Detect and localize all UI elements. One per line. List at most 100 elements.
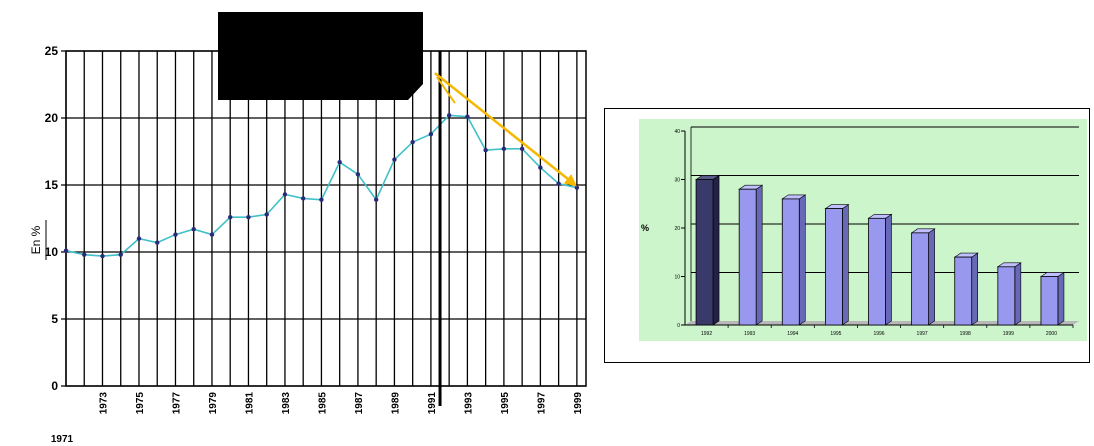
trend-arrow-tail: [436, 76, 456, 104]
bar-side: [928, 228, 935, 326]
data-point: [337, 160, 342, 165]
data-point: [173, 232, 178, 237]
bar: [997, 266, 1016, 326]
bar-chart-panel: % 0 10 20 30 40 1992 1993 1994 1995 1996 1997 1998 1…: [604, 108, 1090, 363]
bar: [868, 217, 886, 326]
trend-arrow: [434, 72, 572, 183]
x-tick-label: 1975: [135, 392, 146, 415]
bar-y-tick-label: 0: [677, 323, 680, 329]
bar: [738, 188, 757, 326]
line-chart-series: [63, 113, 580, 259]
y-tick-label: 5: [51, 312, 58, 326]
x-tick-label: 1977: [171, 392, 182, 415]
data-point: [556, 181, 561, 186]
bar-x-tick-label: 1997: [917, 331, 928, 337]
bar-y-axis-label: %: [641, 223, 649, 233]
bar: [1040, 276, 1059, 326]
bar-x-tick-label: 2000: [1046, 331, 1057, 337]
data-point: [465, 114, 470, 119]
data-point: [118, 252, 123, 257]
bar-x-tick-label: 1996: [873, 331, 884, 337]
x-tick-label: 1983: [281, 392, 292, 415]
bar-side: [1014, 262, 1022, 326]
y-axis-label-group: En %: [29, 220, 47, 260]
data-point: [392, 157, 397, 162]
data-point: [228, 214, 233, 220]
data-point: [191, 227, 196, 232]
bar-x-tick-label: 1999: [1003, 331, 1014, 337]
y-tick-label: 15: [45, 178, 59, 192]
x-tick-label: 1979: [208, 392, 219, 415]
y-tick-label: 25: [45, 44, 59, 58]
data-point: [63, 248, 69, 253]
x-tick-label: 1999: [573, 392, 584, 415]
line-chart-y-ticks: 0 5 10 15 20 25: [45, 44, 59, 393]
bar-side: [971, 252, 979, 326]
bar-side: [755, 184, 763, 326]
bar-side: [885, 213, 892, 326]
bar-x-tick-label: 1998: [960, 331, 971, 337]
line-chart-x-ticks: 1971 1973 1975 1977 1979 1981 1983 1985 1987 1989…: [51, 392, 584, 445]
x-tick-label: 1997: [536, 392, 547, 415]
bar-chart-bars: [695, 174, 1065, 326]
data-point: [446, 113, 452, 118]
data-point: [373, 197, 379, 202]
x-tick-label: 1987: [354, 392, 365, 415]
data-point: [209, 232, 215, 237]
bar-chart: % 0 10 20 30 40 1992 1993 1994 1995 1996 1997 1998 1…: [639, 119, 1087, 341]
data-point: [100, 253, 105, 259]
data-point: [282, 192, 288, 197]
data-point: [410, 139, 415, 145]
y-tick-label: 20: [45, 111, 59, 125]
bar: [824, 208, 843, 326]
data-point: [319, 197, 324, 202]
data-point: [483, 147, 488, 153]
bar-side: [798, 194, 806, 326]
bar-side: [1057, 271, 1065, 326]
trend-arrow-head: [563, 174, 577, 187]
data-point: [300, 196, 306, 201]
bar-chart-labels: 0 10 20 30 40 1992 1993 1994 1995 1996 1997 1998 199…: [674, 129, 1057, 337]
bar: [781, 198, 800, 326]
data-point: [501, 146, 507, 152]
bar: [695, 179, 714, 326]
data-point: [428, 131, 434, 137]
data-point: [538, 165, 543, 170]
data-point: [136, 236, 142, 241]
bar-y-tick-label: 10: [674, 275, 680, 281]
plot-frame: [65, 50, 587, 387]
data-point: [82, 252, 87, 257]
bar: [954, 256, 973, 326]
x-tick-label: 1991: [427, 392, 438, 415]
bar-x-tick-label: 1995: [830, 331, 841, 337]
data-point: [155, 240, 160, 245]
bar-y-tick-label: 20: [674, 226, 680, 232]
bar-y-tick-label: 30: [674, 178, 680, 184]
data-point: [264, 212, 269, 217]
line-chart-overlay: [218, 12, 577, 406]
y-tick-label: 10: [45, 245, 59, 259]
x-tick-label: 1995: [500, 392, 511, 415]
bar-y-tick-label: 40: [674, 129, 680, 135]
x-tick-label: 1973: [98, 392, 109, 415]
bar-x-tick-label: 1992: [701, 331, 712, 337]
redaction-box: [218, 12, 423, 100]
bar-side: [842, 204, 849, 326]
y-tick-label: 0: [51, 379, 58, 393]
x-tick-label: 1993: [463, 392, 474, 415]
data-point: [519, 146, 525, 152]
x-tick-label: 1981: [244, 392, 255, 415]
line-chart-grid: [61, 50, 587, 387]
bar-x-tick-label: 1994: [787, 331, 798, 337]
data-point: [246, 214, 251, 220]
x-tick-label: 1989: [390, 392, 401, 415]
x-tick-label: 1971: [51, 434, 74, 445]
bar: [911, 232, 930, 326]
bar-x-tick-label: 1993: [744, 331, 755, 337]
data-point: [574, 185, 580, 190]
bar-side: [712, 174, 720, 326]
y-axis-label: En %: [29, 225, 43, 254]
x-tick-label: 1985: [317, 392, 328, 415]
data-point: [355, 172, 361, 177]
